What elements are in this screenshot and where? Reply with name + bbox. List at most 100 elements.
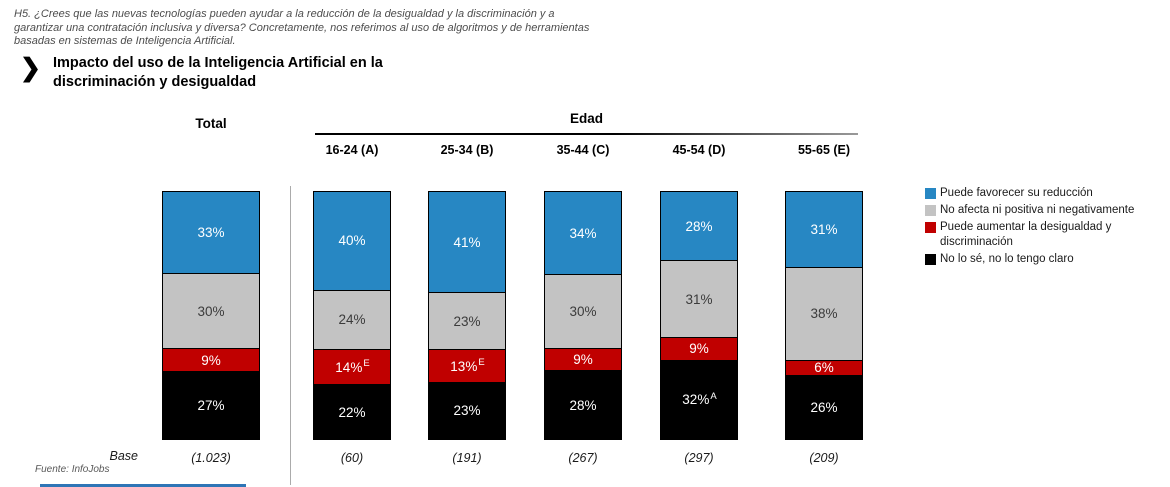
segment-value-label: 28 <box>569 397 585 413</box>
chart-title: Impacto del uso de la Inteligencia Artif… <box>53 54 473 92</box>
percent-sign: % <box>353 312 366 328</box>
percent-sign: % <box>212 225 225 241</box>
legend-swatch-icon <box>925 188 936 199</box>
percent-sign: % <box>584 225 597 241</box>
legend-swatch-icon <box>925 222 936 233</box>
segment-value-label: 31 <box>685 291 701 307</box>
bar-segment: 23% <box>429 382 505 440</box>
segment-value-label: 23 <box>453 313 469 329</box>
segment-value-label: 34 <box>569 225 585 241</box>
segment-value-label: 27 <box>197 398 213 414</box>
legend-item: No afecta ni positiva ni negativamente <box>925 203 1167 218</box>
percent-sign: % <box>700 291 713 307</box>
bar-segment: 32% A <box>661 360 737 439</box>
percent-sign: % <box>468 313 481 329</box>
legend-label: No lo sé, no lo tengo claro <box>940 253 1074 265</box>
percent-sign: % <box>212 398 225 414</box>
segment-value-label: 30 <box>197 303 213 319</box>
segment-value-label: 30 <box>569 303 585 319</box>
legend-item: Puede favorecer su reducción <box>925 186 1167 201</box>
age-column-header: 35-44 (C) <box>556 143 610 157</box>
stacked-bar: 34% 30% 9% 28% <box>544 191 622 440</box>
bar-segment: 38% <box>786 267 862 361</box>
bar-segment: 14% E <box>314 350 390 386</box>
segment-value-label: 24 <box>338 312 354 328</box>
chart-title-line1: Impacto del uso de la Inteligencia Artif… <box>53 55 383 71</box>
segment-value-label: 13 <box>450 358 466 374</box>
percent-sign: % <box>212 303 225 319</box>
segment-value-label: 9 <box>201 352 209 368</box>
segment-value-label: 31 <box>810 221 826 237</box>
stacked-bar: 33% 30% 9% 27% <box>162 191 260 440</box>
bar-segment: 41% <box>429 192 505 294</box>
segment-value-label: 28 <box>685 218 701 234</box>
stacked-bar: 28% 31% 9% 32% A <box>660 191 738 440</box>
age-column-header: 55-65 (E) <box>797 143 851 157</box>
group-header-edad: Edad <box>569 111 603 126</box>
total-edad-divider <box>290 186 291 485</box>
segment-value-label: 6 <box>814 360 822 376</box>
bar-segment: 9% <box>163 349 259 373</box>
segment-value-label: 22 <box>338 404 354 420</box>
legend-item: Puede aumentar la desigualdad y discrimi… <box>925 220 1167 250</box>
base-value: (267) <box>568 451 598 465</box>
segment-value-label: 32 <box>682 392 698 408</box>
legend-swatch-icon <box>925 205 936 216</box>
legend-label: Puede favorecer su reducción <box>940 187 1093 199</box>
segment-value-label: 23 <box>453 403 469 419</box>
segment-value-label: 38 <box>810 306 826 322</box>
percent-sign: % <box>468 403 481 419</box>
percent-sign: % <box>825 221 838 237</box>
edad-underline <box>315 133 858 135</box>
chart-title-line2: discriminación y desigualdad <box>53 74 257 90</box>
bar-segment: 13% E <box>429 350 505 383</box>
percent-sign: % <box>696 341 709 357</box>
bar-segment: 23% <box>429 293 505 351</box>
base-value: (191) <box>452 451 482 465</box>
legend-item: No lo sé, no lo tengo claro <box>925 252 1167 267</box>
bar-segment: 33% <box>163 192 259 275</box>
bar-segment: 30% <box>545 275 621 349</box>
bar-segment: 26% <box>786 376 862 439</box>
percent-sign: % <box>825 306 838 322</box>
percent-sign: % <box>350 359 363 375</box>
percent-sign: % <box>584 397 597 413</box>
legend-label: No afecta ni positiva ni negativamente <box>940 204 1135 216</box>
bar-segment: 22% <box>314 385 390 439</box>
bar-segment: 40% <box>314 192 390 291</box>
base-row-label: Base <box>109 449 139 463</box>
percent-sign: % <box>468 234 481 250</box>
segment-value-label: 41 <box>453 234 469 250</box>
base-value: (1.023) <box>191 451 231 465</box>
age-column-header: 16-24 (A) <box>325 143 379 157</box>
percent-sign: % <box>353 404 366 420</box>
segment-value-label: 40 <box>338 233 354 249</box>
percent-sign: % <box>208 352 221 368</box>
segment-value-label: 9 <box>573 351 581 367</box>
question-text: H5. ¿Crees que las nuevas tecnologías pu… <box>14 8 590 47</box>
segment-value-label: 33 <box>197 225 213 241</box>
percent-sign: % <box>821 360 834 376</box>
bar-segment: 24% <box>314 290 390 351</box>
footer-accent-bar <box>40 484 246 487</box>
percent-sign: % <box>465 358 478 374</box>
source-note: Fuente: InfoJobs <box>35 464 110 475</box>
segment-value-label: 9 <box>689 341 697 357</box>
bar-segment: 31% <box>786 192 862 268</box>
column-header-total: Total <box>195 116 227 131</box>
age-column-header: 25-34 (B) <box>440 143 494 157</box>
percent-sign: % <box>700 218 713 234</box>
bar-segment: 31% <box>661 261 737 338</box>
percent-sign: % <box>697 392 710 408</box>
bar-segment: 6% <box>786 360 862 377</box>
bar-segment: 30% <box>163 274 259 350</box>
base-value: (209) <box>809 451 839 465</box>
percent-sign: % <box>353 233 366 249</box>
legend-swatch-icon <box>925 254 936 265</box>
stacked-bar: 31% 38% 6% 26% <box>785 191 863 440</box>
bar-segment: 27% <box>163 372 259 439</box>
percent-sign: % <box>580 351 593 367</box>
percent-sign: % <box>825 400 838 416</box>
percent-sign: % <box>584 303 597 319</box>
